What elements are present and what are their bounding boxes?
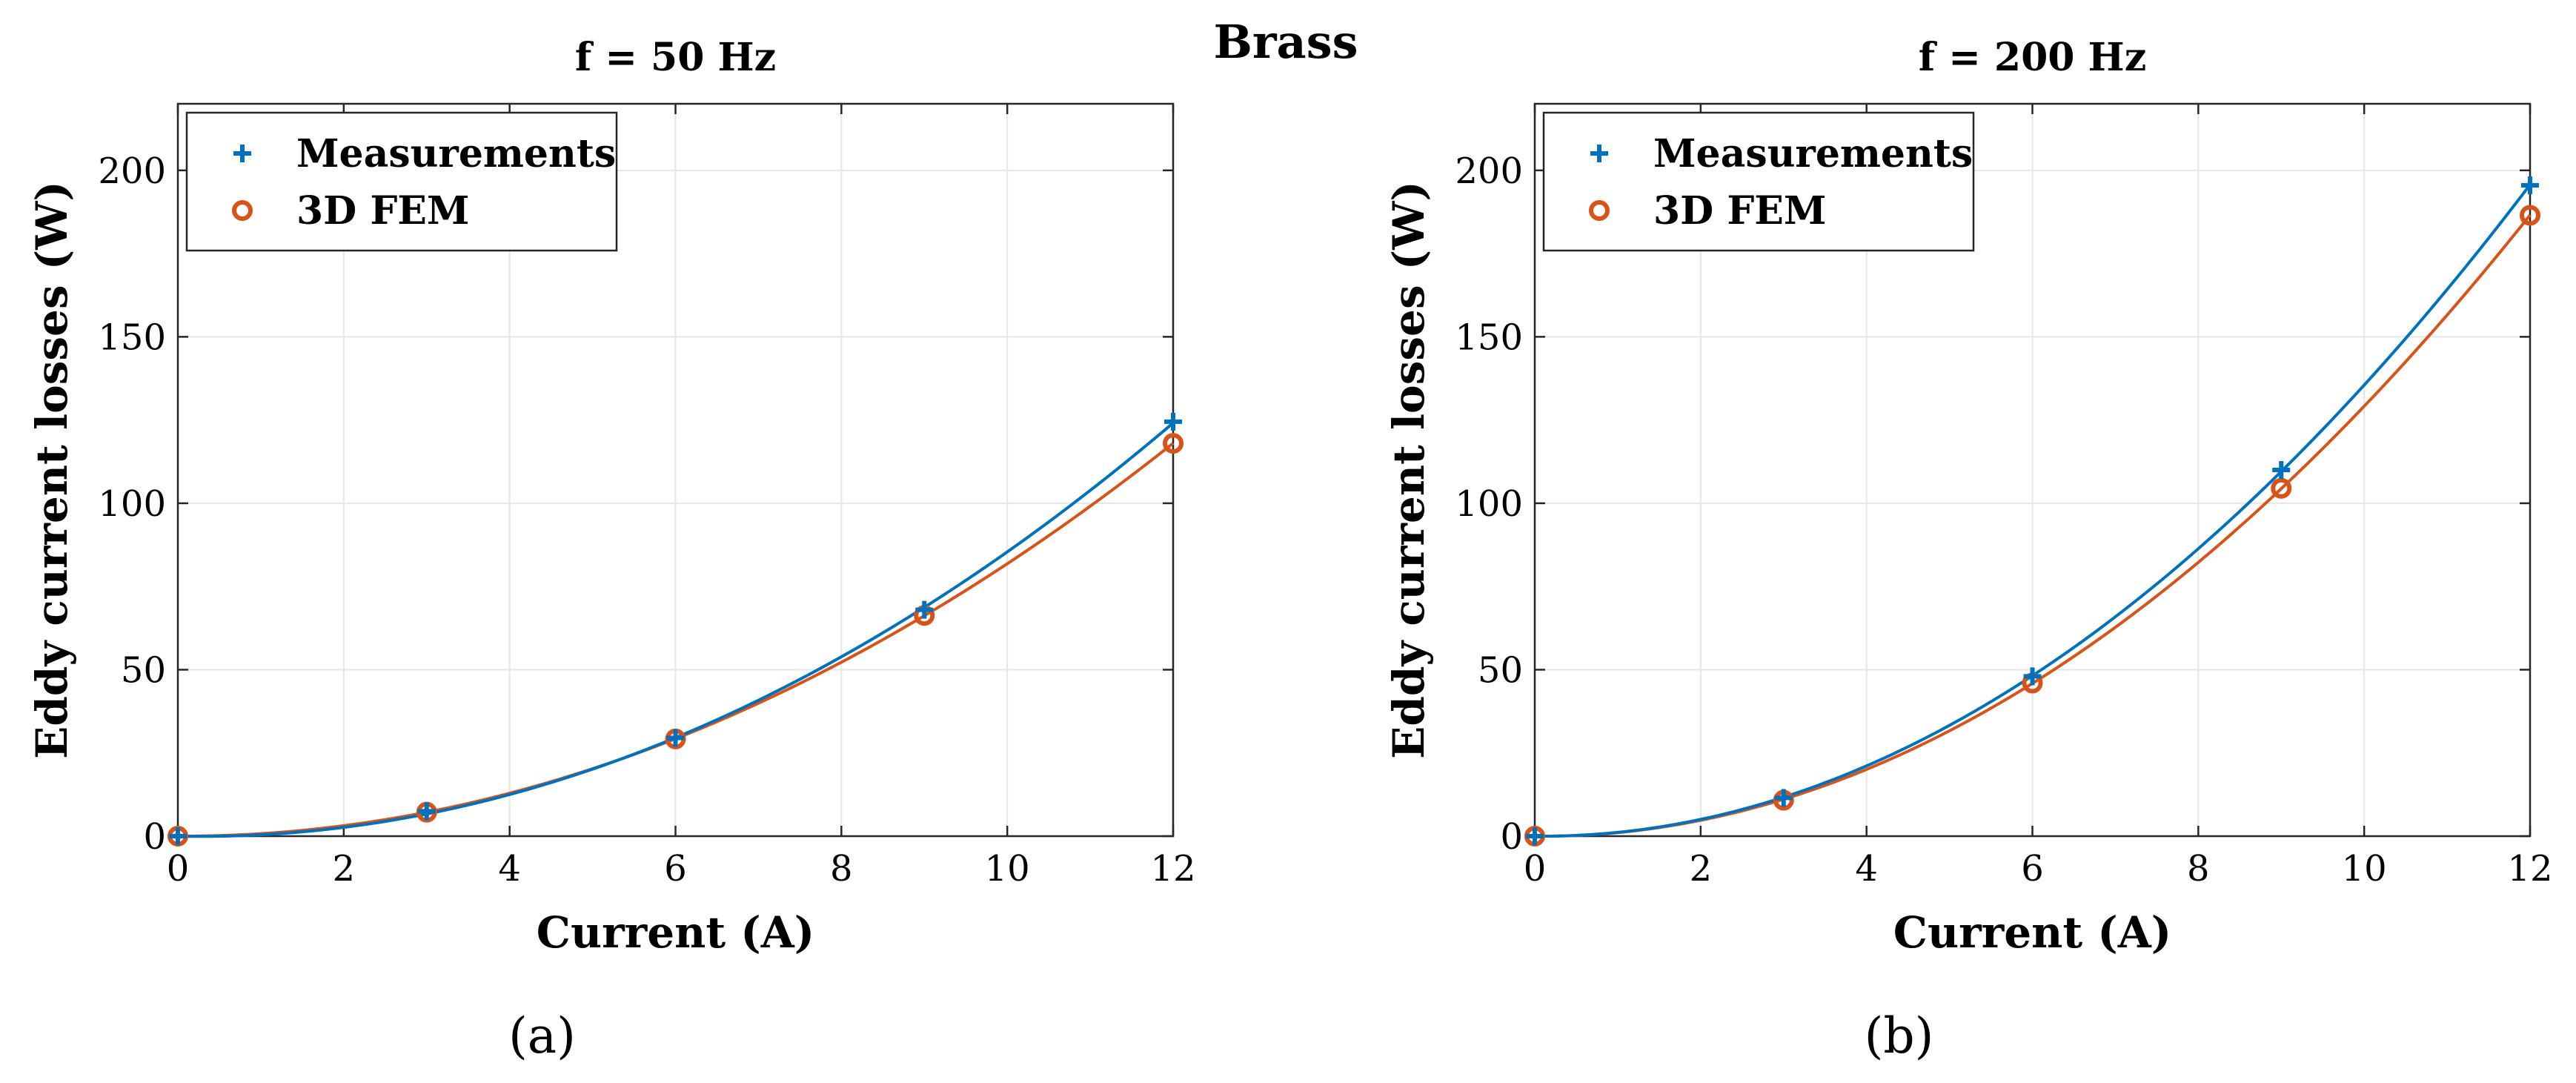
legend-marker-fem [1589, 200, 1610, 221]
x-tick-label: 4 [1855, 848, 1878, 890]
legend-marker-measurements [233, 145, 251, 162]
y-tick-label: 150 [1455, 317, 1523, 358]
y-axis-label: Eddy current losses (W) [1384, 181, 1434, 759]
x-tick-label: 2 [333, 848, 356, 890]
y-axis-label: Eddy current losses (W) [27, 181, 77, 759]
y-tick-label: 0 [1500, 816, 1523, 858]
measurement-point [915, 600, 934, 619]
x-tick-label: 6 [2021, 848, 2044, 890]
x-tick-label: 4 [498, 848, 521, 890]
legend-label-fem: 3D FEM [296, 188, 470, 234]
x-tick-label: 10 [985, 848, 1030, 890]
y-tick-label: 200 [1455, 150, 1523, 192]
figure-title: Brass [1213, 15, 1358, 69]
legend-box [185, 111, 618, 252]
x-tick-label: 12 [2507, 848, 2552, 890]
y-tick-label: 100 [1455, 483, 1523, 525]
y-tick-label: 150 [98, 317, 166, 358]
x-tick-label: 0 [1524, 848, 1547, 890]
measurement-point [417, 802, 436, 821]
measurement-point [2272, 461, 2291, 479]
measurement-point [1774, 789, 1793, 807]
x-tick-label: 10 [2342, 848, 2387, 890]
legend-marker-measurements [1590, 145, 1608, 162]
fem-point [2520, 205, 2540, 226]
x-tick-label: 0 [167, 848, 190, 890]
x-axis-label: Current (A) [537, 907, 814, 958]
x-tick-label: 2 [1690, 848, 1713, 890]
panel-label: (b) [1865, 1007, 1934, 1064]
y-tick-label: 50 [121, 649, 166, 691]
fem-point [1163, 433, 1184, 454]
chart-title: f = 200 Hz [1919, 35, 2146, 80]
y-tick-label: 100 [98, 483, 166, 525]
legend-marker-fem [232, 200, 253, 221]
legend-label-measurements: Measurements [1653, 131, 1973, 176]
measurement-point [1164, 412, 1182, 431]
x-tick-label: 12 [1150, 848, 1195, 890]
y-tick-label: 200 [98, 150, 166, 192]
fem-point [2271, 477, 2292, 499]
chart-panel-a: f = 50 Hz 0 2 4 6 8 10 12 0 50 100 150 200 Current (A… [27, 35, 1196, 1064]
measurement-point [1526, 827, 1544, 845]
x-tick-label: 8 [830, 848, 853, 890]
x-axis-label: Current (A) [1893, 907, 2171, 958]
measurement-point [2023, 667, 2042, 686]
y-tick-label: 0 [143, 816, 166, 858]
legend-box [1542, 111, 1975, 252]
x-tick-label: 8 [2187, 848, 2210, 890]
chart-title: f = 50 Hz [575, 35, 776, 80]
measurement-point [169, 827, 187, 845]
x-tick-label: 6 [664, 848, 687, 890]
y-tick-label: 50 [1478, 649, 1523, 691]
panel-label: (a) [508, 1007, 576, 1064]
measurement-point [666, 729, 685, 747]
legend-label-fem: 3D FEM [1653, 188, 1827, 234]
measurement-point [2521, 176, 2539, 195]
legend-label-measurements: Measurements [296, 131, 616, 176]
chart-panel-b: f = 200 Hz 0 2 4 6 8 10 12 0 50 100 150 200 Current (… [1384, 35, 2553, 1064]
